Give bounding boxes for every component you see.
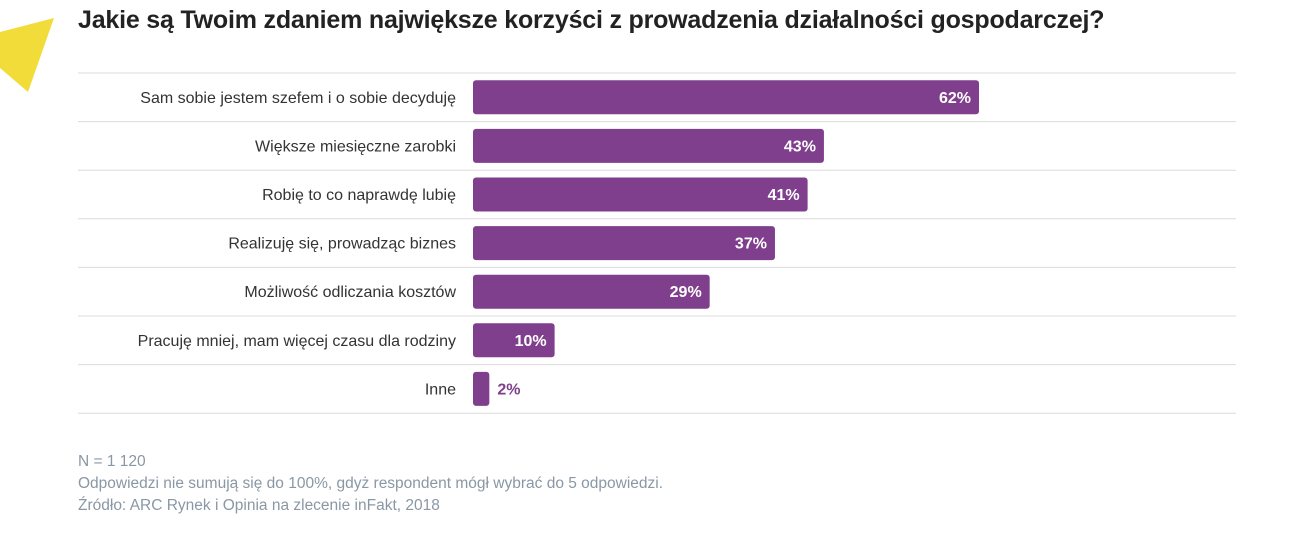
category-label: Sam sobie jestem szefem i o sobie decydu… [140,90,456,107]
value-label: 10% [515,333,547,350]
bar [473,128,824,163]
bar [473,226,775,261]
bar [473,323,555,358]
category-label: Realizuję się, prowadząc biznes [228,236,456,253]
category-label: Robię to co naprawdę lubię [262,187,456,204]
value-label: 2% [497,381,520,398]
category-label: Inne [425,381,456,398]
decorative-yellow-shape [0,18,54,92]
bar [473,177,808,212]
source-note: Źródło: ARC Rynek i Opinia na zlecenie i… [78,497,440,514]
bar-chart: Sam sobie jestem szefem i o sobie decydu… [78,72,1236,414]
value-label: 41% [768,187,800,204]
value-label: 29% [670,284,702,301]
value-label: 43% [784,138,816,155]
value-label: 62% [939,90,971,107]
category-label: Większe miesięczne zarobki [255,138,456,155]
chart-title: Jakie są Twoim zdaniem największe korzyś… [78,6,1105,34]
bar [473,80,979,115]
chart-footer: N = 1 120 Odpowiedzi nie sumują się do 1… [78,451,663,517]
category-label: Pracuję mniej, mam więcej czasu dla rodz… [138,333,456,350]
category-label: Możliwość odliczania kosztów [244,284,456,301]
sample-size-note: N = 1 120 [78,453,146,470]
bar [473,274,710,309]
bar [473,371,490,406]
answers-note: Odpowiedzi nie sumują się do 100%, gdyż … [78,475,664,492]
value-label: 37% [735,236,767,253]
